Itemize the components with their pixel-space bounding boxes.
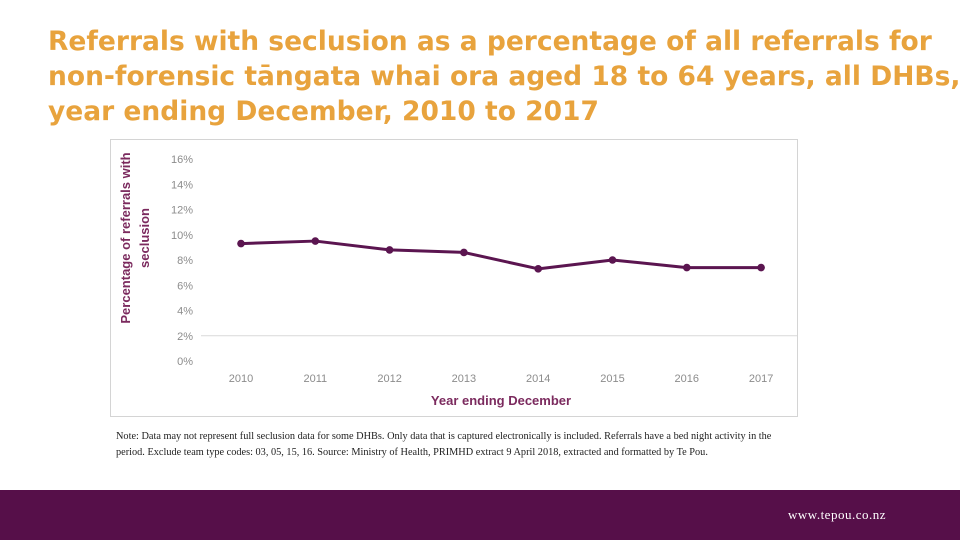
x-tick-label: 2015 xyxy=(600,373,624,385)
y-tick-label: 10% xyxy=(171,230,193,242)
footer-bar: www.tepou.co.nz xyxy=(0,490,960,540)
y-axis-title-line-1: Percentage of referrals with xyxy=(118,152,133,323)
series-line xyxy=(239,239,763,271)
y-tick-label: 2% xyxy=(177,331,193,343)
data-point xyxy=(237,239,245,248)
x-tick-label: 2010 xyxy=(229,373,253,385)
series-group xyxy=(237,237,765,273)
y-tick-label: 12% xyxy=(171,205,193,217)
y-tick-label: 8% xyxy=(177,255,193,267)
data-point xyxy=(534,265,542,273)
footnote: Note: Data may not represent full seclus… xyxy=(116,431,772,458)
y-tick-label: 6% xyxy=(177,280,193,292)
y-axis-title-line-2: seclusion xyxy=(137,208,152,268)
x-tick-label: 2016 xyxy=(675,373,699,385)
x-tick-label: 2013 xyxy=(452,373,476,385)
x-axis-ticks: 2010 2011 2012 2013 2014 2015 2016 2017 xyxy=(229,373,774,385)
title-line-3: year ending December, 2010 to 2017 xyxy=(48,96,599,127)
y-tick-label: 4% xyxy=(177,306,193,318)
x-tick-label: 2017 xyxy=(749,373,773,385)
data-point xyxy=(683,263,691,272)
title-line-2: non-forensic tāngata whai ora aged 18 to… xyxy=(48,61,960,92)
x-tick-label: 2011 xyxy=(303,373,327,385)
y-tick-label: 14% xyxy=(171,179,193,191)
page-title: Referrals with seclusion as a percentage… xyxy=(48,24,960,129)
title-line-1: Referrals with seclusion as a percentage… xyxy=(48,26,932,57)
y-axis-ticks: 0% 2% 4% 6% 8% 10% 12% 14% 16% xyxy=(171,154,193,368)
x-axis-title: Year ending December xyxy=(431,393,571,408)
x-tick-label: 2014 xyxy=(526,373,550,385)
data-point xyxy=(385,246,394,254)
y-tick-label: 16% xyxy=(171,154,193,166)
footer-url[interactable]: www.tepou.co.nz xyxy=(788,507,886,522)
data-point xyxy=(608,256,617,264)
line-chart: 0%2%4%6%8%10%12%14%16% 2010 2011 2012 2013 2… xyxy=(118,152,797,408)
data-point xyxy=(460,248,468,257)
y-tick-label: 0% xyxy=(177,356,193,368)
data-point xyxy=(757,263,765,272)
data-point xyxy=(311,237,320,245)
x-tick-label: 2012 xyxy=(377,373,401,385)
chart-frame: 0% 2% 4% 6% 8% 10% 12% 14% 16% 2010 2011 2012 2013 2… xyxy=(110,139,798,417)
